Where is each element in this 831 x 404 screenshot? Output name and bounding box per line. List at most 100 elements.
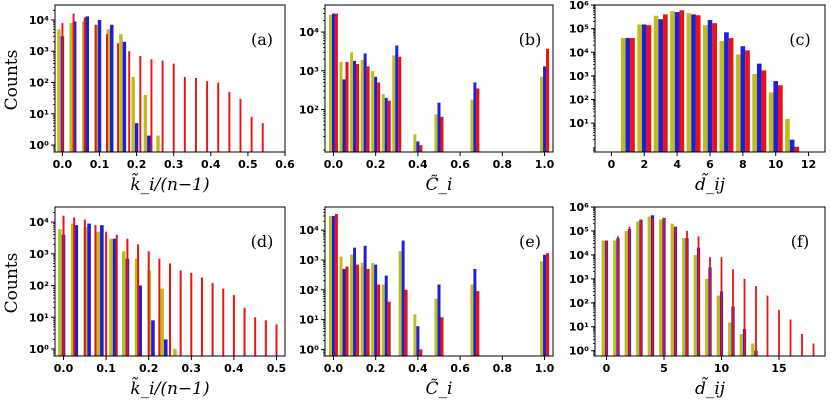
y-tick-label: 10⁰ [299, 343, 319, 356]
x-tick-label: 0.6 [450, 362, 470, 375]
y-tick-label: 10² [29, 280, 49, 293]
series-red-bar [105, 231, 108, 356]
series-olive-bar [121, 251, 126, 356]
x-tick-label: 10 [768, 158, 784, 171]
series-red-bar [801, 333, 803, 356]
x-tick-label: 0.4 [201, 158, 221, 171]
series-olive-bar [371, 262, 375, 356]
series-red-bar [334, 213, 338, 356]
series-red-bar [605, 240, 608, 356]
x-tick-label: 0 [608, 158, 616, 171]
series-blue-bar [138, 285, 142, 356]
series-red-bar [651, 217, 654, 356]
series-red-bar [546, 253, 550, 356]
series-blue-bar [100, 225, 104, 356]
series-red-bar [709, 257, 711, 356]
x-tick-label: 0.2 [366, 362, 386, 375]
y-tick-label: 10⁰ [29, 139, 49, 152]
x-tick-label: 0.2 [139, 362, 159, 375]
y-tick-label: 10⁴ [29, 14, 49, 27]
series-olive-bar [131, 76, 135, 152]
series-red-bar [732, 269, 734, 356]
series-red-bar [183, 76, 186, 152]
series-olive-bar [371, 70, 375, 152]
panel-label: (a) [251, 30, 273, 49]
series-olive-bar [620, 38, 626, 152]
series-olive-bar [751, 343, 755, 356]
x-axis-title: k̃_i/(n−1) [130, 377, 209, 399]
x-tick-label: 8 [739, 158, 747, 171]
series-olive-bar [413, 314, 417, 356]
series-blue-bar [151, 320, 155, 356]
series-blue-bar [342, 79, 346, 152]
series-blue-bar [416, 326, 420, 356]
x-tick-label: 0.4 [408, 362, 428, 375]
y-tick-label: 10² [569, 297, 589, 310]
series-red-bar [250, 116, 253, 152]
x-tick-label: 0 [603, 362, 611, 375]
series-red-bar [712, 23, 717, 153]
series-olive-bar [785, 118, 790, 152]
series-red-bar [206, 81, 209, 152]
series-red-bar [794, 146, 800, 152]
y-tick-label: 10⁴ [569, 249, 589, 262]
series-olive-bar [328, 14, 332, 152]
series-blue-bar [625, 38, 631, 152]
series-olive-bar [540, 76, 544, 152]
series-olive-bar [392, 55, 396, 152]
series-olive-bar [58, 229, 62, 356]
series-red-bar [398, 56, 402, 152]
series-blue-bar [147, 135, 151, 152]
series-red-bar [83, 17, 86, 153]
series-blue-bar [641, 24, 647, 152]
series-olive-bar [57, 29, 61, 153]
series-red-bar [94, 24, 97, 152]
series-red-bar [743, 278, 746, 356]
series-red-bar [745, 50, 750, 152]
series-red-bar [172, 63, 175, 152]
series-blue-bar [707, 20, 713, 152]
y-tick-label: 10⁵ [569, 23, 589, 36]
y-tick-label: 10¹ [29, 108, 49, 121]
y-tick-label: 10⁵ [569, 225, 589, 238]
series-red-bar [476, 88, 480, 152]
y-tick-label: 10¹ [569, 117, 589, 130]
series-red-bar [404, 289, 408, 356]
panel-label: (c) [789, 30, 810, 49]
series-red-bar [169, 263, 171, 356]
panel-label: (f) [791, 232, 809, 251]
series-red-bar [61, 22, 64, 153]
series-red-bar [222, 288, 225, 356]
series-red-bar [640, 219, 642, 356]
series-blue-bar [543, 254, 547, 356]
series-red-bar [345, 266, 349, 356]
series-olive-bar [328, 215, 332, 356]
x-tick-label: 0.0 [324, 362, 344, 375]
series-red-bar [761, 70, 767, 152]
series-red-bar [126, 238, 129, 356]
y-tick-label: 10¹ [29, 311, 49, 324]
series-olive-bar [69, 22, 73, 153]
panel-b: 0.0 0.2 0.4 0.6 0.8 1.0 10² 10³ 10⁴ (b) C̃_i [299, 4, 555, 195]
series-olive-bar [739, 333, 743, 356]
series-red-bar [195, 77, 197, 152]
series-olive-bar [434, 298, 438, 356]
panel-label: (b) [519, 30, 542, 49]
series-olive-bar [703, 25, 708, 153]
y-tick-label: 10² [299, 104, 319, 117]
series-olive-bar [682, 238, 686, 356]
series-red-bar [345, 61, 349, 153]
series-blue-bar [384, 275, 388, 356]
series-red-bar [646, 25, 652, 153]
x-tick-label: 6 [706, 158, 714, 171]
series-blue-bar [384, 97, 388, 152]
y-tick-label: 10³ [29, 248, 49, 261]
series-olive-bar [398, 251, 402, 356]
series-blue-bar [740, 46, 746, 152]
series-red-bar [695, 15, 701, 153]
series-red-bar [139, 56, 142, 153]
series-olive-bar [624, 230, 628, 356]
series-red-bar [387, 100, 391, 152]
series-red-bar [239, 98, 242, 152]
x-tick-label: 0.5 [267, 362, 287, 375]
